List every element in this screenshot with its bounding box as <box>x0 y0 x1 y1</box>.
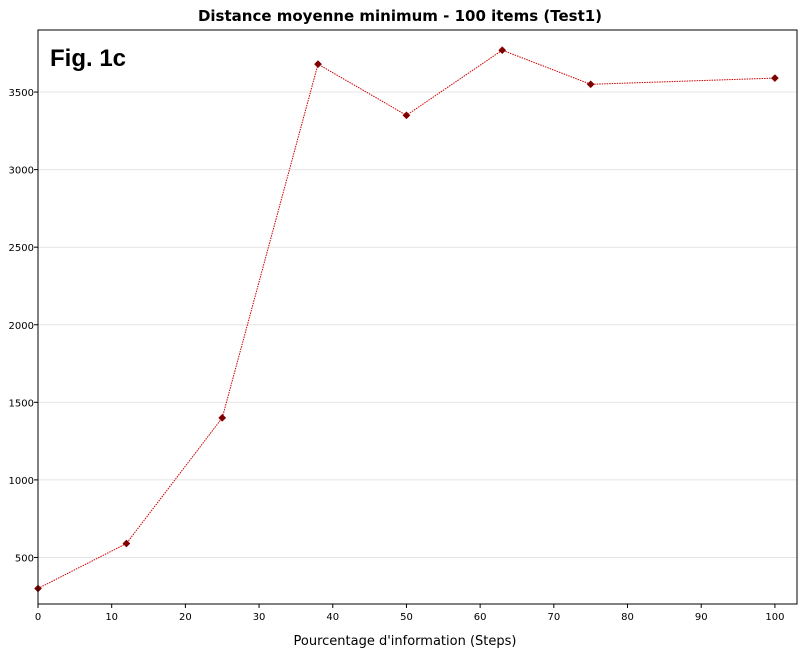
data-series <box>34 46 779 593</box>
x-tick-label: 50 <box>400 612 413 623</box>
series-line <box>37 49 775 589</box>
series-0 <box>34 46 779 593</box>
y-tick-label: 2000 <box>9 321 34 332</box>
figure-label: Fig. 1c <box>50 45 126 72</box>
data-point <box>586 80 595 89</box>
data-point <box>498 46 507 55</box>
x-tick-label: 0 <box>35 612 41 623</box>
x-tick-label: 90 <box>695 612 708 623</box>
x-tick-label: 80 <box>621 612 634 623</box>
y-tick-label: 3000 <box>9 166 34 177</box>
grid-lines <box>38 91 797 558</box>
y-tick-label: 500 <box>15 553 34 564</box>
y-tick-label: 2500 <box>9 243 34 254</box>
axes: 500 1000 1500 2000 2500 3000 3500 0 10 20 30 40 50 60… <box>9 88 785 623</box>
x-tick-label: 30 <box>253 612 266 623</box>
x-tick-label: 70 <box>547 612 560 623</box>
data-point <box>402 111 411 120</box>
chart-title: Distance moyenne minimum - 100 items (Te… <box>198 7 602 25</box>
data-point <box>770 74 779 83</box>
y-tick-label: 3500 <box>9 88 34 99</box>
data-point <box>218 413 227 422</box>
data-point <box>314 60 322 69</box>
x-axis-label: Pourcentage d'information (Steps) <box>294 634 517 649</box>
x-tick-label: 60 <box>474 612 487 623</box>
x-tick-label: 40 <box>326 612 339 623</box>
x-tick-label: 100 <box>765 612 784 623</box>
x-tick-label: 20 <box>179 612 192 623</box>
plot-border <box>37 29 798 605</box>
data-point <box>122 539 131 548</box>
y-tick-label: 1000 <box>9 476 34 487</box>
x-tick-label: 10 <box>105 612 118 623</box>
y-tick-label: 1500 <box>9 398 34 409</box>
plot-area <box>37 29 798 605</box>
